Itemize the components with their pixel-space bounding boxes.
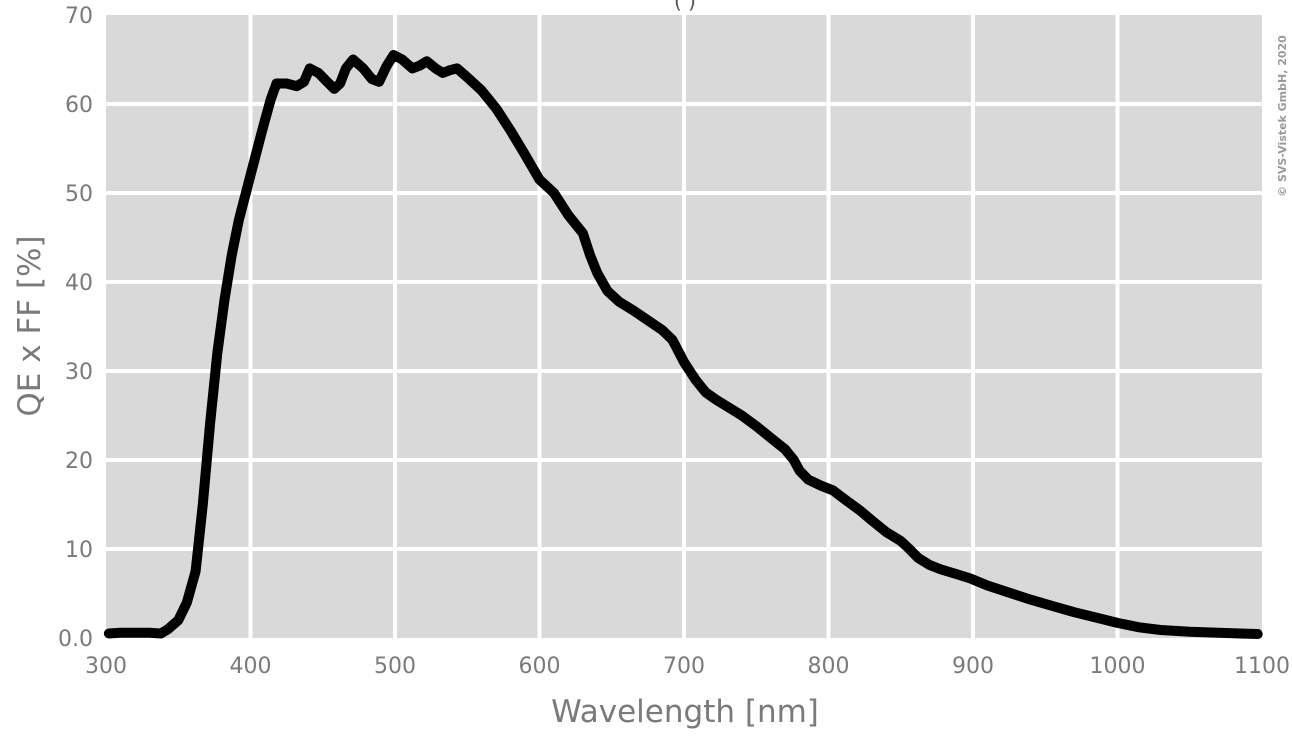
x-axis-label: Wavelength [nm] [551, 694, 819, 730]
y-tick-label: 40 [65, 271, 93, 296]
y-tick-labels: 0.0 10 20 30 40 50 60 70 [58, 4, 93, 652]
x-tick-label: 500 [374, 654, 416, 679]
x-tick-label: 900 [952, 654, 994, 679]
copyright-notice: © SVS-Vistek GmbH, 2020 [1276, 35, 1289, 197]
y-tick-label: 70 [65, 4, 93, 29]
y-tick-label: 50 [65, 182, 93, 207]
y-axis-label: QE x FF [%] [12, 235, 48, 416]
y-tick-label: 20 [65, 449, 93, 474]
x-tick-label: 400 [230, 654, 272, 679]
y-tick-label: 0.0 [58, 627, 93, 652]
y-tick-label: 30 [65, 360, 93, 385]
qe-curve [103, 50, 1263, 639]
x-tick-label: 700 [663, 654, 705, 679]
y-tick-label: 60 [65, 93, 93, 118]
x-tick-labels: 300 400 500 600 700 800 900 1000 1100 [85, 654, 1290, 679]
y-tick-label: 10 [65, 538, 93, 563]
top-text-fragment: ( ) [674, 0, 696, 13]
x-tick-label: 1000 [1090, 654, 1146, 679]
x-tick-label: 800 [808, 654, 850, 679]
x-tick-label: 300 [85, 654, 127, 679]
x-tick-label: 1100 [1234, 654, 1290, 679]
x-tick-label: 600 [519, 654, 561, 679]
